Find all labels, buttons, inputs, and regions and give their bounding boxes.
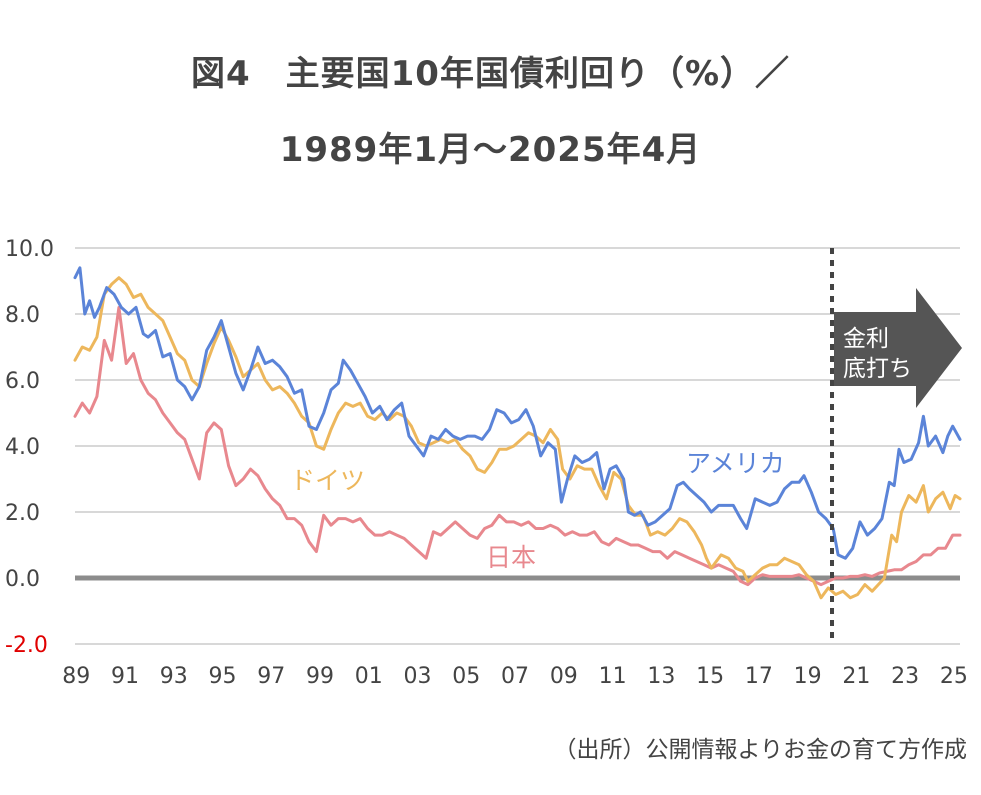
source-note: （出所）公開情報よりお金の育て方作成 xyxy=(553,737,967,763)
x-tick-label: 19 xyxy=(794,664,822,689)
y-tick-label: 2.0 xyxy=(5,501,40,526)
x-tick-label: 25 xyxy=(940,664,968,689)
annotation-line2: 底打ち xyxy=(843,356,912,382)
annotation-line1: 金利 xyxy=(843,326,889,352)
x-tick-label: 05 xyxy=(452,664,480,689)
y-tick-label: 0.0 xyxy=(5,567,40,592)
y-tick-label: 10.0 xyxy=(5,237,54,262)
x-tick-label: 93 xyxy=(160,664,188,689)
x-tick-label: 95 xyxy=(209,664,237,689)
y-tick-label: 8.0 xyxy=(5,303,40,328)
x-tick-label: 89 xyxy=(62,664,90,689)
y-tick-label: -2.0 xyxy=(5,633,48,658)
x-tick-label: 11 xyxy=(599,664,627,689)
x-tick-label: 97 xyxy=(257,664,285,689)
chart-title-line2: 1989年1月〜2025年4月 xyxy=(279,130,702,170)
series-label-germany: ドイツ xyxy=(290,466,365,495)
series-line-us xyxy=(73,266,962,560)
x-tick-label: 17 xyxy=(745,664,773,689)
x-tick-label: 01 xyxy=(355,664,383,689)
x-tick-label: 09 xyxy=(550,664,578,689)
right-arrow-icon xyxy=(834,288,962,408)
y-tick-label: 4.0 xyxy=(5,435,40,460)
x-tick-label: 91 xyxy=(111,664,139,689)
chart-title-line1: 図4 主要国10年国債利回り（%）／ xyxy=(190,54,791,94)
x-tick-label: 23 xyxy=(891,664,919,689)
series-label-us: アメリカ xyxy=(686,449,785,478)
x-tick-label: 15 xyxy=(696,664,724,689)
x-tick-label: 13 xyxy=(647,664,675,689)
x-tick-label: 03 xyxy=(404,664,432,689)
x-tick-label: 07 xyxy=(501,664,529,689)
series-label-japan: 日本 xyxy=(486,543,536,572)
x-tick-label: 99 xyxy=(306,664,334,689)
y-tick-label: 6.0 xyxy=(5,369,40,394)
x-tick-label: 21 xyxy=(842,664,870,689)
